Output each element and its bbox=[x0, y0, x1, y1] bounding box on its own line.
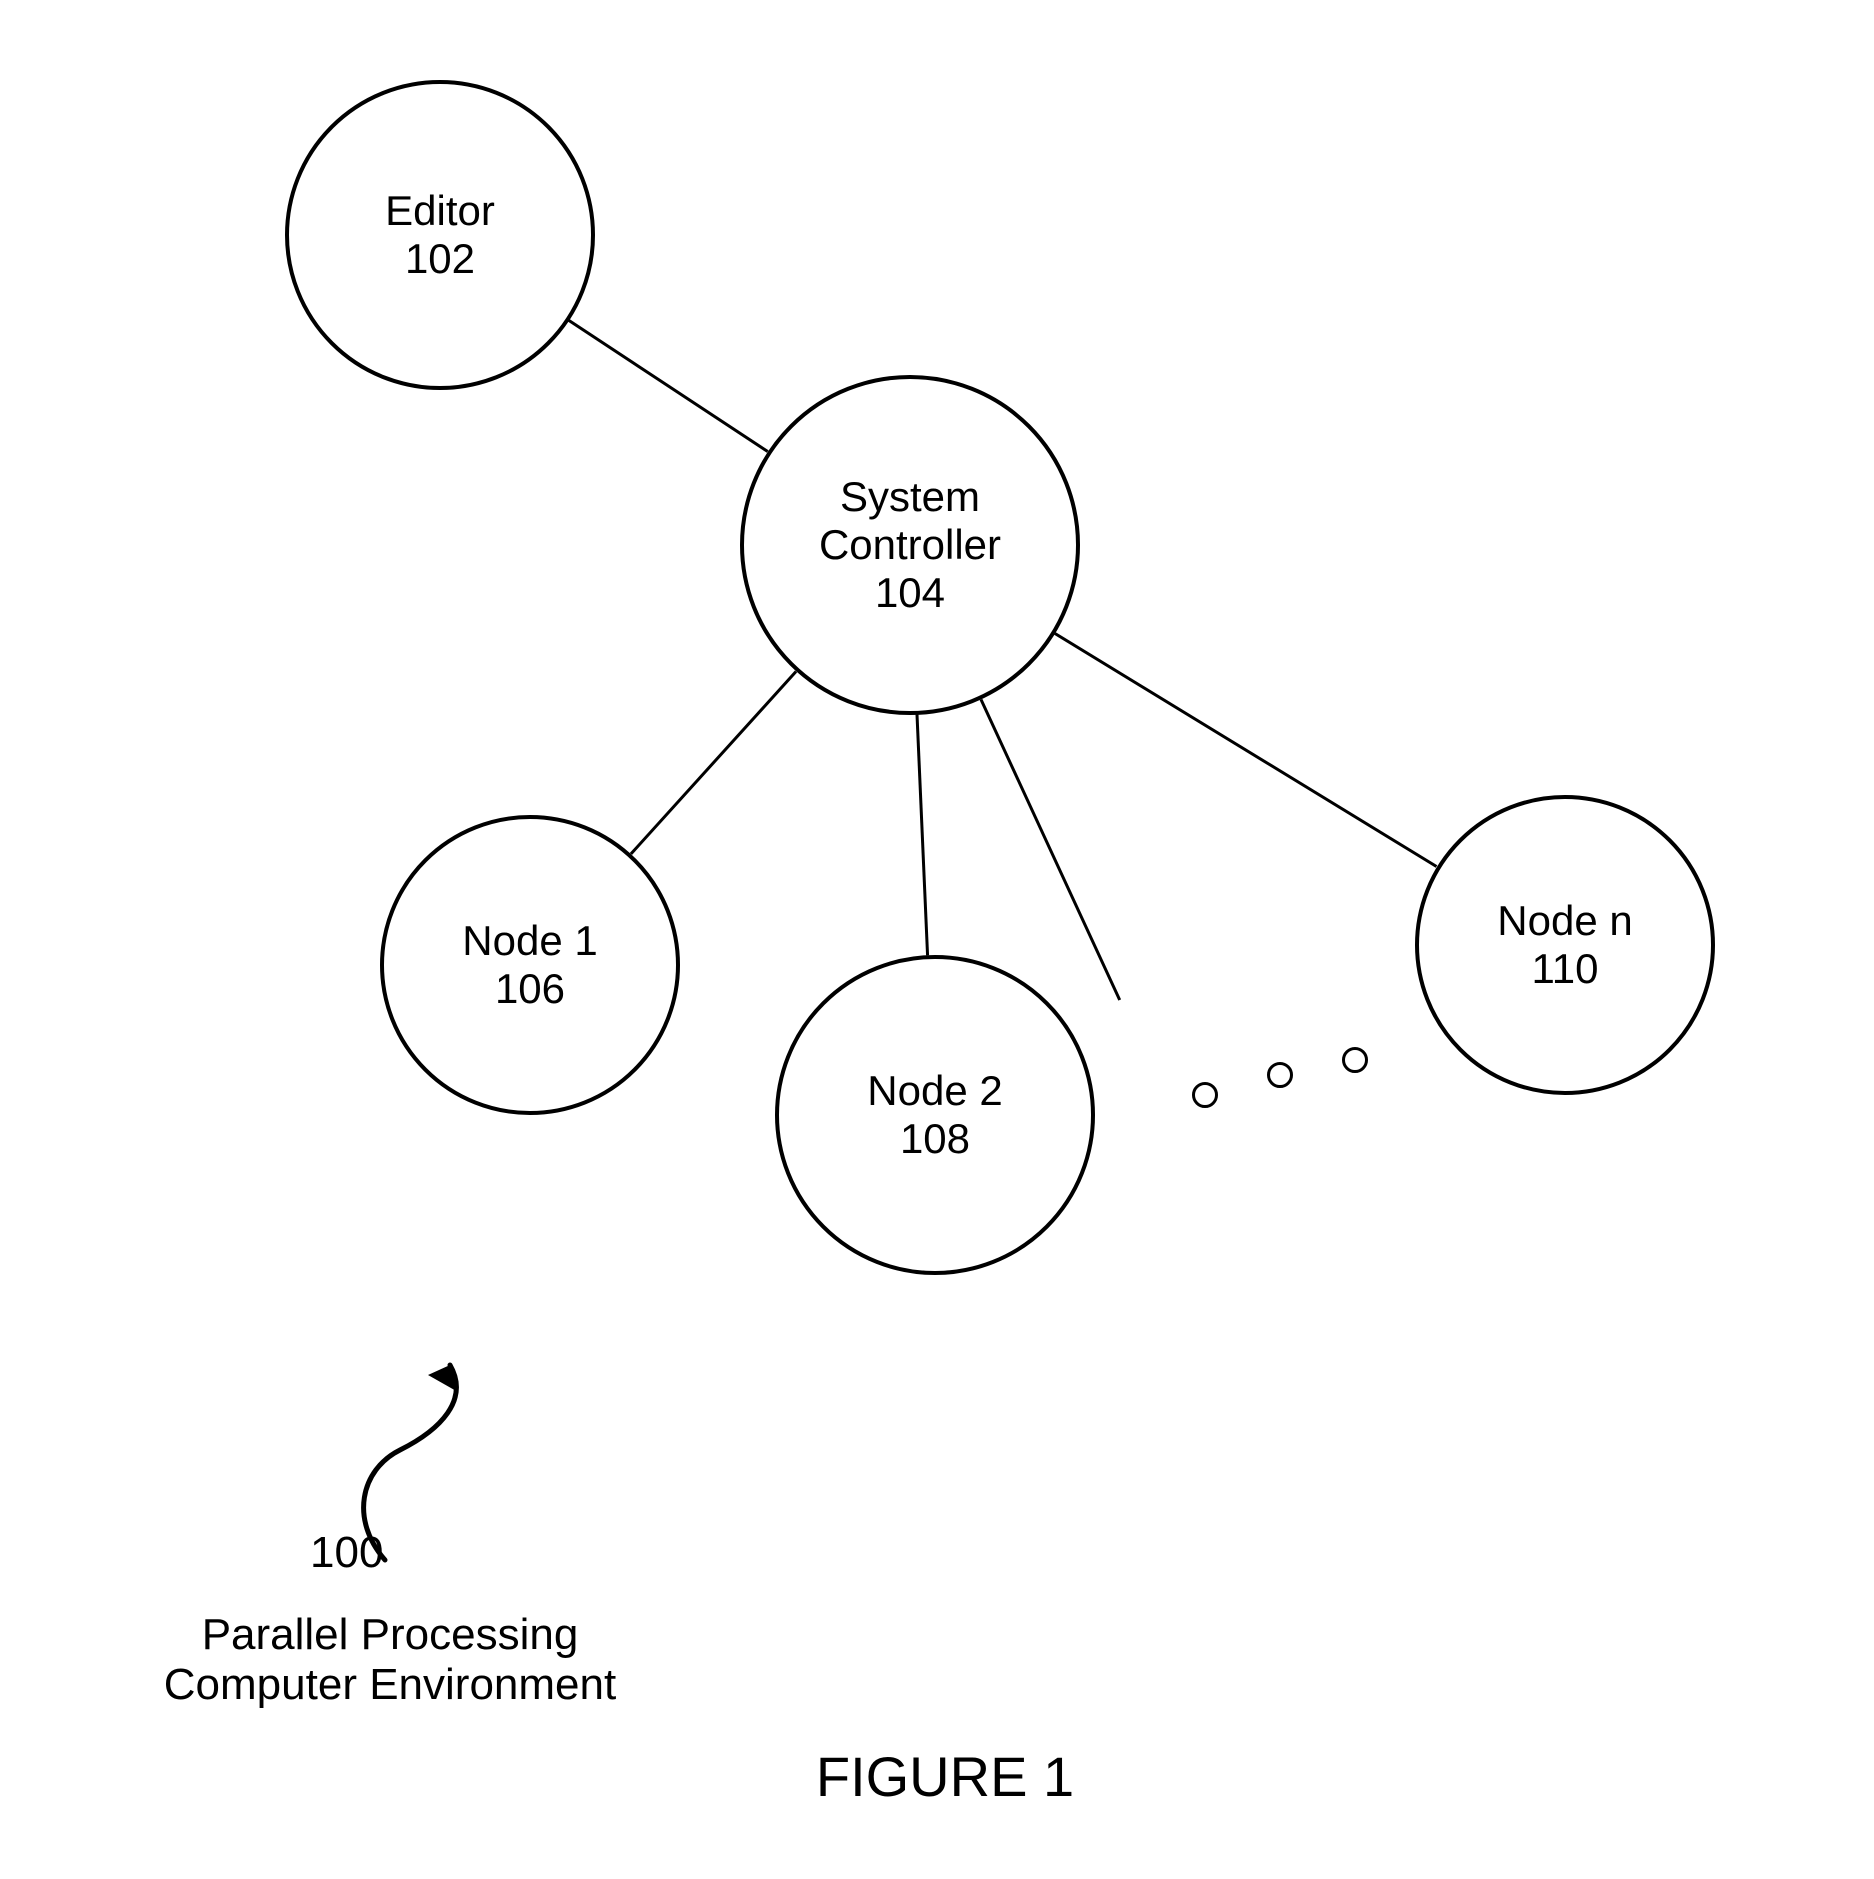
annotation-text-line-0: Parallel Processing bbox=[80, 1610, 700, 1660]
annotation-number: 100 bbox=[310, 1528, 383, 1578]
figure-caption: FIGURE 1 bbox=[645, 1744, 1245, 1809]
diagram-canvas: Editor102SystemController104Node 1106Nod… bbox=[0, 0, 1874, 1879]
annotation-text: Parallel ProcessingComputer Environment bbox=[80, 1610, 700, 1710]
annotation-text-line-1: Computer Environment bbox=[80, 1660, 700, 1710]
annotation-arrow bbox=[0, 0, 1874, 1879]
